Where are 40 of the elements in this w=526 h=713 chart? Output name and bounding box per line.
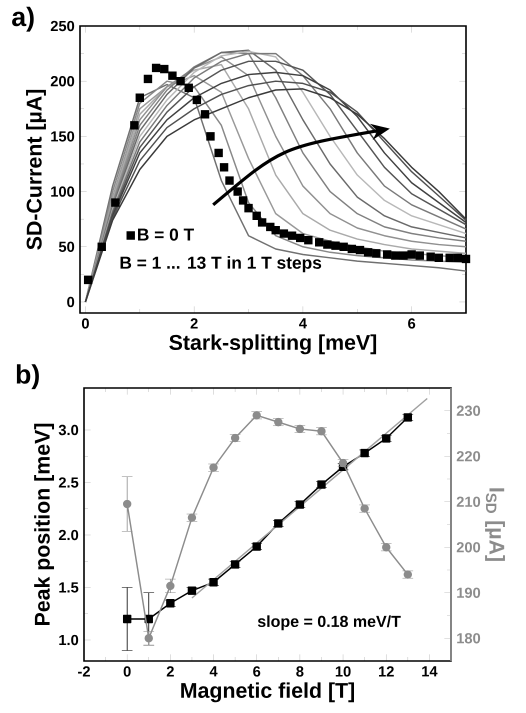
y-tick-label: 250 bbox=[50, 20, 74, 32]
y2-tick-label: 230 bbox=[456, 406, 480, 416]
x-tick-label: 14 bbox=[422, 666, 438, 676]
annotation: slope = 0.18 meV/T bbox=[258, 615, 401, 630]
y-tick-label: 100 bbox=[51, 186, 74, 197]
y2-tick-label: 180 bbox=[457, 633, 480, 644]
annotation: B = 1 ... 13 T in 1 T steps bbox=[120, 256, 322, 272]
y-tick-label: 0 bbox=[67, 296, 74, 308]
y-tick-label: 2.0 bbox=[58, 530, 78, 540]
y-axis-title: Peak position [meV] bbox=[34, 424, 54, 626]
y2-tick-label: 210 bbox=[456, 496, 480, 507]
x-tick-label: 8 bbox=[296, 666, 304, 677]
x-tick-label: 4 bbox=[210, 666, 218, 676]
y2-tick-label: 200 bbox=[456, 542, 480, 552]
y-tick-label: 150 bbox=[51, 131, 74, 142]
y2-tick-label: 220 bbox=[456, 451, 480, 462]
x-tick-label: 6 bbox=[408, 318, 416, 329]
x-axis-title: Magnetic field [T] bbox=[181, 682, 354, 702]
y-tick-label: 3.0 bbox=[58, 424, 78, 436]
y-tick-label: 2.5 bbox=[58, 477, 78, 488]
x-tick-label: 4 bbox=[299, 318, 307, 328]
x-tick-label: 10 bbox=[336, 666, 351, 677]
y2-axis-title: I$_{SD}$ [µA] bbox=[485, 488, 505, 561]
legend-label: B = 0 T bbox=[138, 228, 194, 241]
x-tick-label: 0 bbox=[82, 318, 89, 329]
text: b) bbox=[16, 364, 39, 390]
text: a) bbox=[12, 6, 34, 32]
x-tick-label: -2 bbox=[78, 666, 90, 676]
x-axis-title: Stark-splitting [meV] bbox=[169, 334, 376, 354]
x-tick-label: 6 bbox=[253, 666, 260, 677]
y2-tick-label: 190 bbox=[457, 588, 480, 598]
y-tick-label: 50 bbox=[58, 242, 74, 252]
y-tick-label: 200 bbox=[50, 76, 74, 86]
x-tick-label: 0 bbox=[124, 666, 131, 677]
y-axis-title: SD-Current [µA] bbox=[26, 90, 46, 250]
x-tick-label: 2 bbox=[166, 666, 174, 676]
y-tick-label: 1.0 bbox=[59, 634, 78, 646]
y-tick-label: 1.5 bbox=[59, 582, 78, 593]
x-tick-label: 2 bbox=[190, 318, 198, 328]
x-tick-label: 12 bbox=[379, 666, 394, 676]
